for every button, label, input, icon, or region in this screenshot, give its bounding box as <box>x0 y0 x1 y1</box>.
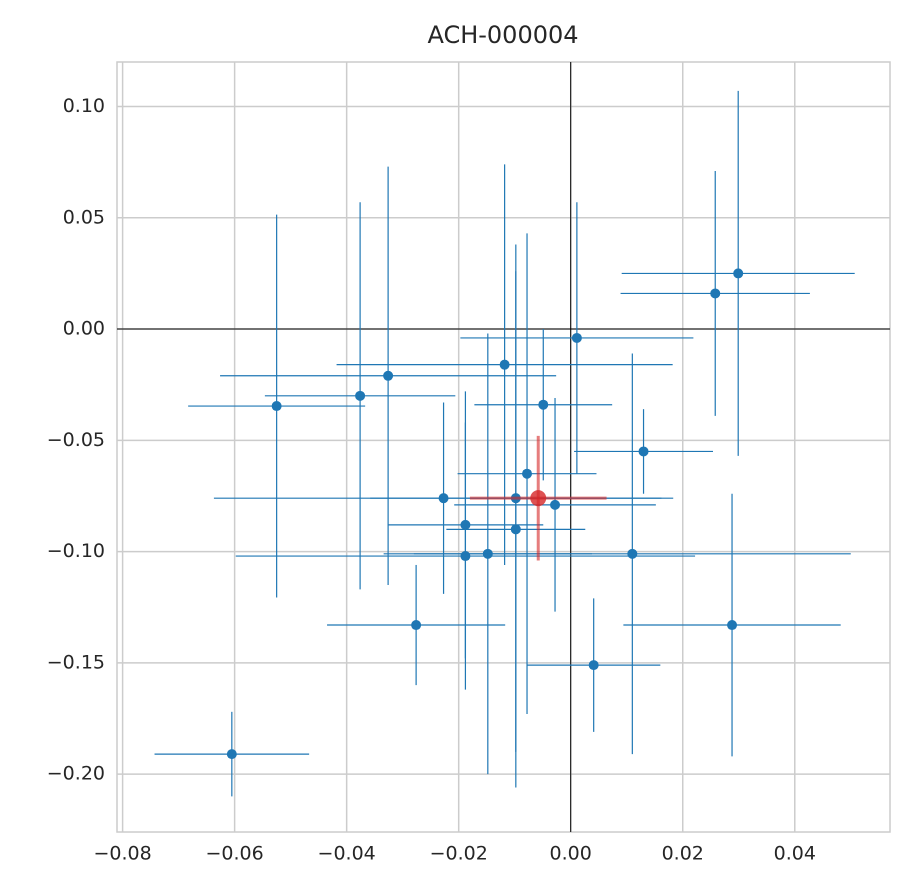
point <box>538 399 549 410</box>
point <box>411 620 422 631</box>
point <box>710 288 721 299</box>
point <box>571 332 582 343</box>
point <box>271 401 282 412</box>
x-tick-label: −0.02 <box>430 843 488 865</box>
y-tick-label: −0.05 <box>47 429 105 451</box>
point <box>355 390 366 401</box>
x-tick-label: −0.08 <box>93 843 151 865</box>
point <box>522 468 533 479</box>
point <box>383 370 394 381</box>
y-tick-label: 0.00 <box>63 318 105 340</box>
y-tick-label: −0.10 <box>47 540 105 562</box>
x-tick-label: −0.04 <box>318 843 376 865</box>
point <box>638 446 649 457</box>
point <box>510 524 521 535</box>
y-tick-label: 0.10 <box>63 95 105 117</box>
plot-area <box>116 61 891 833</box>
y-tick-label: −0.20 <box>47 763 105 785</box>
point <box>588 660 599 671</box>
point <box>550 499 561 510</box>
point <box>627 548 638 559</box>
point <box>226 749 237 760</box>
x-tick-label: 0.04 <box>774 843 816 865</box>
point <box>530 490 547 507</box>
point <box>460 551 471 562</box>
point <box>499 359 510 370</box>
x-tick-label: 0.00 <box>550 843 592 865</box>
point <box>727 620 738 631</box>
x-tick-label: −0.06 <box>206 843 264 865</box>
point <box>733 268 744 279</box>
y-tick-label: −0.15 <box>47 651 105 673</box>
chart-title: ACH-000004 <box>427 21 578 49</box>
x-tick-label: 0.02 <box>662 843 704 865</box>
y-tick-label: 0.05 <box>63 206 105 228</box>
